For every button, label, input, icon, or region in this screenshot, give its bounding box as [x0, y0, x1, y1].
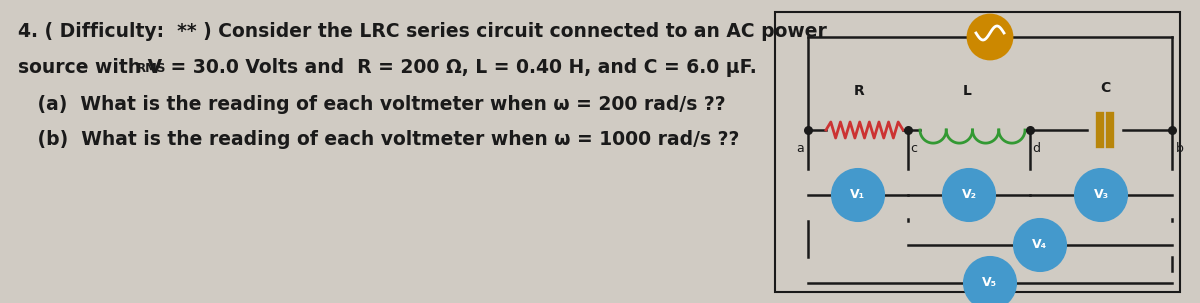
Point — [798, 128, 817, 132]
Text: = 30.0 Volts and  R = 200 Ω, L = 0.40 H, and C = 6.0 μF.: = 30.0 Volts and R = 200 Ω, L = 0.40 H, … — [164, 58, 757, 77]
Text: d: d — [1032, 142, 1040, 155]
Text: b: b — [1176, 142, 1184, 155]
Point — [899, 128, 918, 132]
Text: (b)  What is the reading of each voltmeter when ω = 1000 rad/s ??: (b) What is the reading of each voltmete… — [18, 130, 739, 149]
Point — [1163, 128, 1182, 132]
Text: R: R — [854, 84, 865, 98]
Text: L: L — [964, 84, 972, 98]
Text: C: C — [1100, 81, 1110, 95]
Circle shape — [968, 15, 1012, 59]
Text: V₁: V₁ — [851, 188, 865, 201]
Text: a: a — [796, 142, 804, 155]
Circle shape — [943, 169, 995, 221]
Text: V₂: V₂ — [961, 188, 977, 201]
Circle shape — [964, 257, 1016, 303]
Text: V₃: V₃ — [1093, 188, 1109, 201]
Circle shape — [832, 169, 884, 221]
Text: 4. ( Difficulty:  ** ) Consider the LRC series circuit connected to an AC power: 4. ( Difficulty: ** ) Consider the LRC s… — [18, 22, 827, 41]
Text: RMS: RMS — [137, 62, 167, 75]
Point — [1020, 128, 1039, 132]
Circle shape — [1075, 169, 1127, 221]
Text: source with V: source with V — [18, 58, 162, 77]
Circle shape — [1014, 219, 1066, 271]
Text: V₅: V₅ — [983, 277, 997, 289]
Text: c: c — [910, 142, 917, 155]
Text: V₄: V₄ — [1032, 238, 1048, 251]
Text: (a)  What is the reading of each voltmeter when ω = 200 rad/s ??: (a) What is the reading of each voltmete… — [18, 95, 726, 114]
